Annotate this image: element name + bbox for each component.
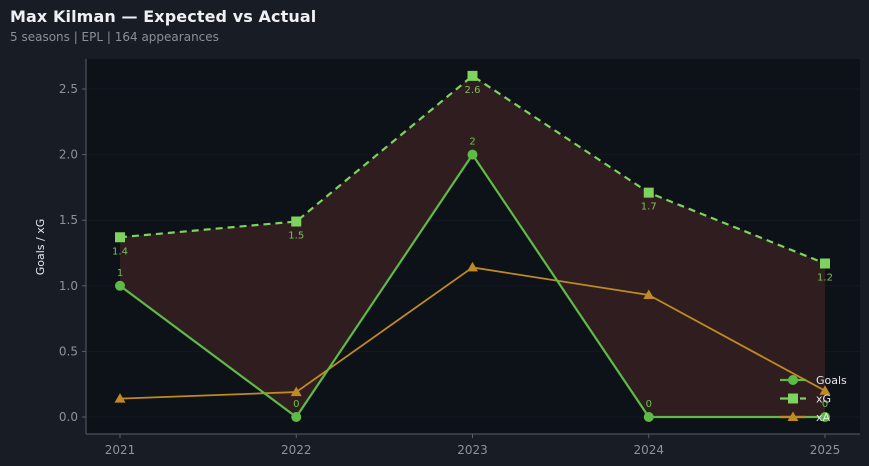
x-tick-label: 2021 [105,443,136,457]
xg-marker [820,258,830,269]
xa-marker [643,289,655,299]
x-tick-label: 2023 [457,443,488,457]
xa-marker [467,261,478,272]
xg-data-label: 2.6 [465,85,481,96]
y-tick-label: 2.0 [59,148,78,162]
series-xa [114,261,831,403]
goals-marker [467,149,478,160]
xa-marker [114,393,126,403]
legend-item-xa: xA [780,411,831,424]
series-xg [115,70,830,269]
legend-marker [788,375,798,385]
xg-data-label: 1.7 [641,202,657,213]
legend-label: xA [816,411,831,424]
xg-marker [291,216,302,227]
y-axis-label: Goals / xG [34,219,47,276]
legend-marker [787,411,799,421]
legend: Goals xG xA [780,374,847,424]
goals-data-label: 1 [117,268,123,279]
y-tick-label: 0.5 [59,344,78,358]
xa-marker [819,385,831,395]
legend-item-goals: Goals [780,374,847,387]
xg-goals-gap-fill [120,75,825,417]
xg-marker [115,232,125,243]
legend-label: Goals [816,374,847,387]
goals-marker [643,412,654,422]
xg-data-label: 1.4 [112,246,128,257]
y-tick-label: 2.5 [59,82,78,96]
xg-marker [643,187,654,198]
y-tick-label: 0.0 [59,410,78,424]
axes: 0.0 0.5 1.0 1.5 2.0 2.5 2021 2022 2023 2024 2025 [59,59,860,457]
goals-marker [115,280,125,291]
xg-data-label: 1.5 [288,231,304,242]
chart-subtitle: 5 seasons | EPL | 164 appearances [10,30,219,44]
goals-data-label: 2 [469,137,475,148]
legend-item-xg: xG [780,393,831,406]
xa-marker [290,386,302,397]
goals-marker [820,412,830,422]
goals-data-label: 0 [822,399,828,410]
series-layer [114,70,831,422]
series-goals [115,149,830,422]
xg-data-label: 1.2 [817,272,833,283]
y-tick-label: 1.5 [59,213,78,227]
xg-marker [467,70,478,81]
x-tick-label: 2025 [810,443,841,457]
legend-label: xG [816,393,831,406]
y-tick-label: 1.0 [59,279,78,293]
data-labels: 1 0 2 0 0 1.4 1.5 2.6 1.7 1.2 [112,85,833,410]
legend-marker [788,393,798,404]
x-tick-label: 2022 [281,443,312,457]
chart-title: Max Kilman — Expected vs Actual [10,7,317,26]
goals-data-label: 0 [646,399,652,410]
goals-marker [291,412,302,422]
goals-data-label: 0 [293,399,299,410]
x-tick-label: 2024 [633,443,664,457]
